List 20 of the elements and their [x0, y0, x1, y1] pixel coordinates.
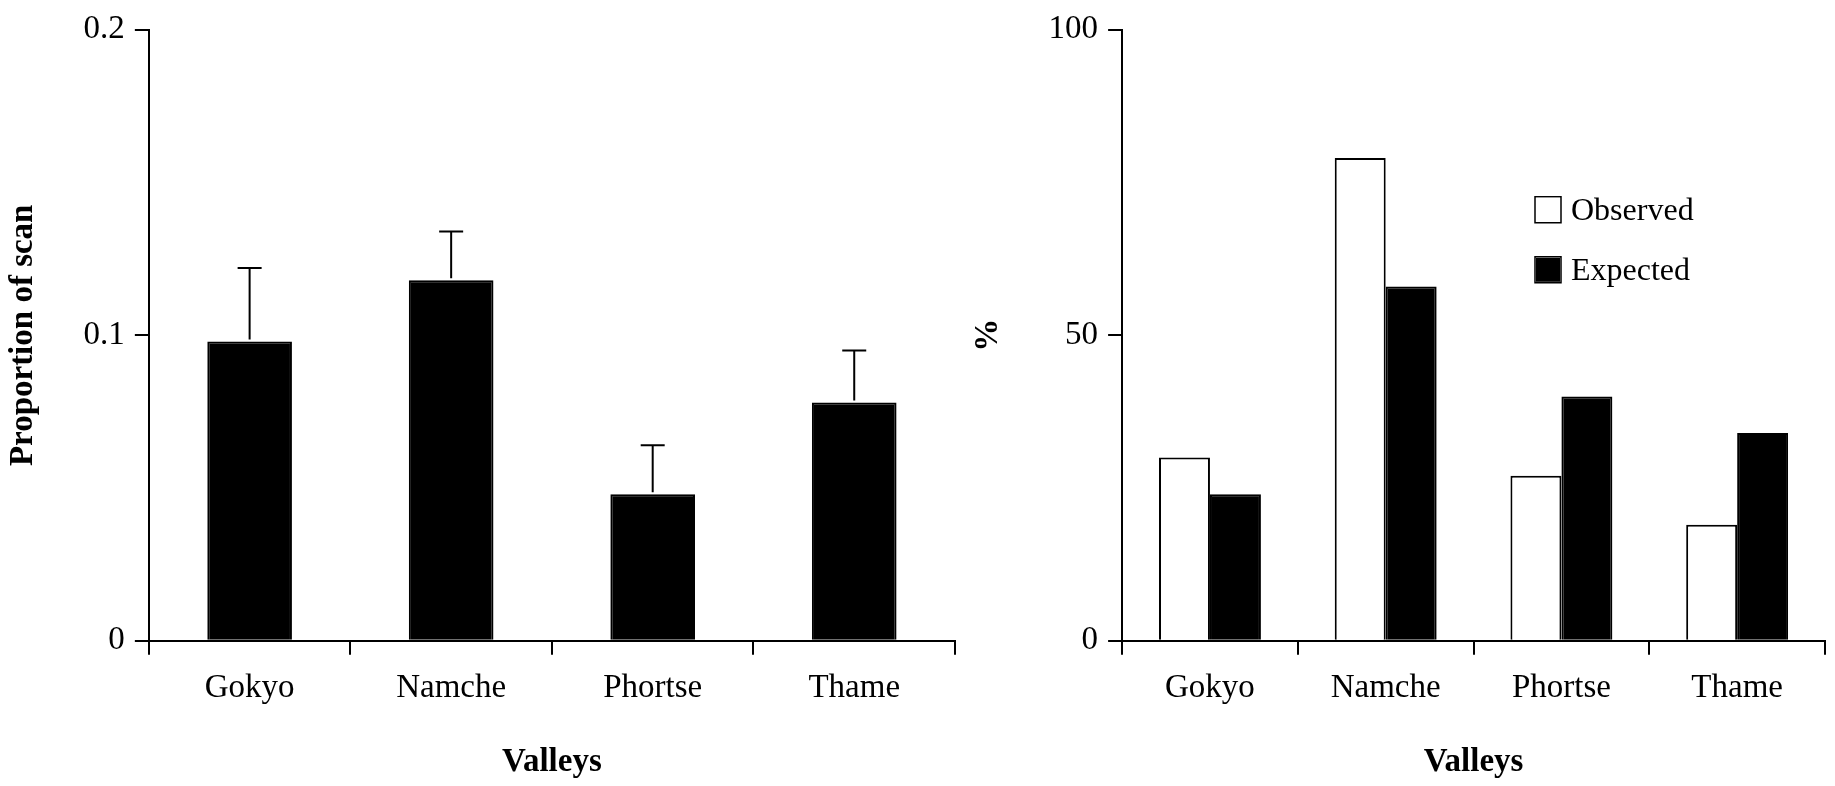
x-tick-label: Namche [1330, 668, 1441, 705]
x-axis-title: Valleys [1423, 741, 1524, 778]
x-tick-label: Phortse [603, 668, 703, 705]
x-tick-label: Gokyo [1165, 668, 1255, 705]
y-tick-label: 0 [1081, 620, 1099, 657]
x-tick-label: Gokyo [204, 668, 295, 705]
x-tick-label: Thame [808, 668, 901, 705]
y-tick-label: 100 [1048, 9, 1099, 46]
y-tick-label: 0.2 [83, 9, 125, 46]
y-tick-label: 0 [108, 620, 125, 657]
x-tick-label: Namche [396, 668, 507, 705]
x-axis-title: Valleys [502, 741, 602, 778]
y-tick-label: 50 [1065, 314, 1099, 351]
y-tick-label: 0.1 [83, 314, 125, 351]
legend-label: Observed [1571, 191, 1694, 228]
y-axis-title: Proportion of scan [3, 204, 40, 467]
x-tick-label: Thame [1691, 668, 1783, 705]
x-tick-label: Phortse [1511, 668, 1611, 705]
y-axis-title: % [968, 318, 1005, 352]
legend-label: Expected [1571, 251, 1691, 288]
